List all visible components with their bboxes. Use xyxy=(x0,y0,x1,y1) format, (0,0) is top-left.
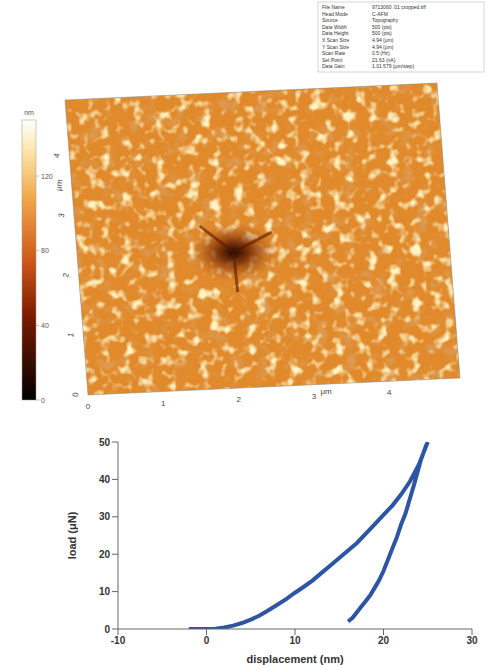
svg-text:Data Width: Data Width xyxy=(322,24,347,30)
svg-text:40: 40 xyxy=(41,322,49,329)
svg-text:μm: μm xyxy=(320,387,332,396)
svg-text:X Scan Size: X Scan Size xyxy=(322,37,349,43)
svg-text:0: 0 xyxy=(104,624,110,635)
svg-text:30: 30 xyxy=(466,635,478,646)
svg-text:2: 2 xyxy=(61,272,71,278)
svg-text:Head Mode: Head Mode xyxy=(322,11,348,17)
svg-text:-10: -10 xyxy=(111,635,126,646)
svg-text:Scan Rate: Scan Rate xyxy=(322,50,346,56)
svg-text:0: 0 xyxy=(71,391,81,397)
svg-text:0: 0 xyxy=(41,397,45,404)
svg-text:21.63 (nA): 21.63 (nA) xyxy=(372,57,396,63)
svg-text:nm: nm xyxy=(24,109,34,116)
svg-text:Data Gain: Data Gain xyxy=(322,63,345,69)
svg-text:4: 4 xyxy=(52,152,62,158)
svg-text:1: 1 xyxy=(161,399,166,408)
svg-text:Topography: Topography xyxy=(372,17,399,23)
svg-text:500 (pts): 500 (pts) xyxy=(372,24,392,30)
svg-text:4: 4 xyxy=(387,388,392,397)
svg-text:Set Point: Set Point xyxy=(322,57,343,63)
svg-text:3: 3 xyxy=(57,212,67,218)
svg-text:0.5 (Hz): 0.5 (Hz) xyxy=(372,50,390,56)
svg-text:120: 120 xyxy=(41,173,53,180)
svg-text:3: 3 xyxy=(312,392,317,401)
svg-text:50: 50 xyxy=(99,437,111,448)
svg-text:load (μN): load (μN) xyxy=(66,511,78,559)
svg-text:μm: μm xyxy=(54,179,65,192)
svg-text:500 (pts): 500 (pts) xyxy=(372,30,392,36)
svg-text:2: 2 xyxy=(236,395,241,404)
svg-text:10: 10 xyxy=(289,635,301,646)
svg-text:File Name: File Name xyxy=(322,4,345,10)
svg-text:20: 20 xyxy=(99,549,111,560)
svg-text:4.94 (μm): 4.94 (μm) xyxy=(372,44,394,50)
svg-text:10: 10 xyxy=(99,586,111,597)
svg-text:0: 0 xyxy=(86,402,91,411)
svg-text:C-AFM: C-AFM xyxy=(372,11,388,17)
svg-text:80: 80 xyxy=(41,247,49,254)
svg-text:0: 0 xyxy=(204,635,210,646)
svg-text:1: 1 xyxy=(66,332,76,338)
svg-text:Y Scan Size: Y Scan Size xyxy=(322,44,349,50)
svg-text:20: 20 xyxy=(378,635,390,646)
svg-text:9713060 .01 cropped.tiff: 9713060 .01 cropped.tiff xyxy=(372,4,426,10)
svg-text:4.94 (μm): 4.94 (μm) xyxy=(372,37,394,43)
svg-text:displacement (nm): displacement (nm) xyxy=(246,653,344,665)
svg-text:Data Height: Data Height xyxy=(322,30,349,36)
svg-text:40: 40 xyxy=(99,474,111,485)
svg-text:1.01 579 (μm/step): 1.01 579 (μm/step) xyxy=(372,63,414,69)
svg-text:30: 30 xyxy=(99,511,111,522)
svg-text:Source: Source xyxy=(322,17,338,23)
